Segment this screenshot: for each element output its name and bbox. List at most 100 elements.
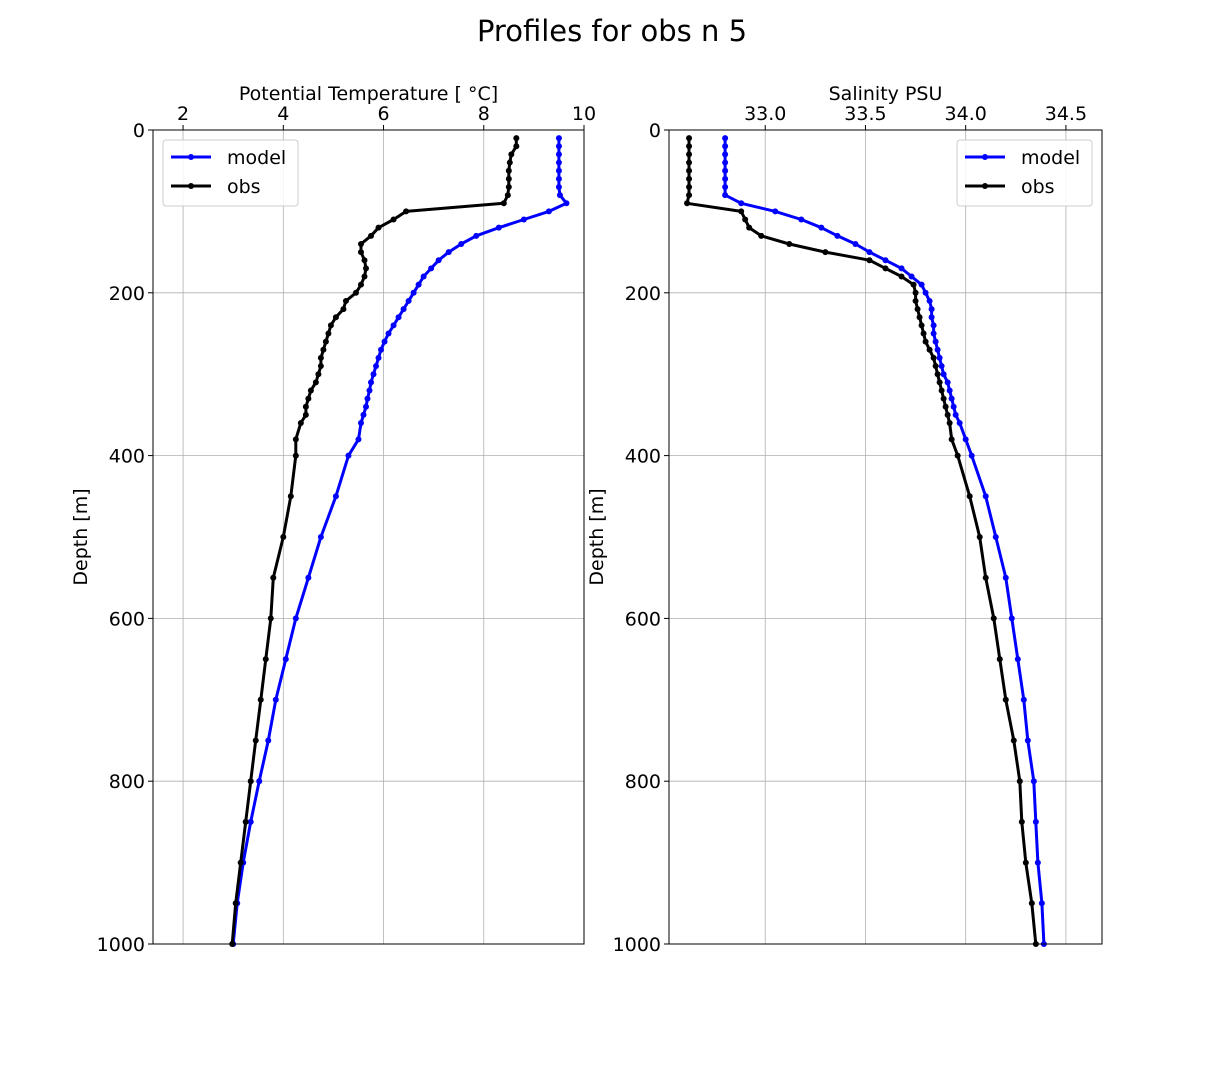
- temperature-obs-point: [262, 656, 269, 663]
- salinity-model-point: [932, 338, 939, 345]
- salinity-obs-point: [914, 306, 921, 313]
- salinity-model-point: [926, 297, 933, 304]
- temperature-xtick-label: 10: [572, 103, 596, 125]
- temperature-obs-point: [513, 135, 520, 142]
- salinity-xtick-label: 34.5: [1045, 103, 1087, 125]
- temperature-obs-point: [362, 265, 369, 272]
- temperature-obs-point: [257, 696, 264, 703]
- temperature-ytick-label: 200: [109, 283, 145, 305]
- temperature-legend-model-marker: [188, 154, 194, 160]
- salinity-model-point: [722, 135, 729, 142]
- temperature-model-point: [495, 224, 502, 231]
- temperature-model-point: [428, 265, 435, 272]
- temperature-model-point: [292, 615, 299, 622]
- temperature-obs-point: [302, 411, 309, 418]
- temperature-panel: 2 4 6 8 10 0 200 400 600 800 1000 Potential Tempera…: [70, 83, 596, 956]
- salinity-xtick-label: 33.0: [744, 103, 786, 125]
- salinity-obs-point: [946, 420, 953, 427]
- salinity-model-point: [1014, 656, 1021, 663]
- salinity-obs-point: [822, 249, 829, 256]
- salinity-obs-point: [918, 322, 925, 329]
- salinity-model-point: [1024, 737, 1031, 744]
- temperature-obs-point: [506, 159, 513, 166]
- temperature-model-point: [415, 281, 422, 288]
- temperature-model-point: [545, 208, 552, 215]
- temperature-model-point: [555, 151, 562, 158]
- temperature-model-point: [556, 192, 563, 199]
- temperature-legend-obs-marker: [188, 183, 194, 189]
- salinity-ytick-label: 400: [625, 446, 661, 468]
- salinity-model-point: [722, 192, 729, 199]
- salinity-model-point: [938, 363, 945, 370]
- salinity-model-point: [930, 330, 937, 337]
- temperature-obs-point: [361, 273, 368, 280]
- salinity-obs-point: [898, 273, 905, 280]
- salinity-obs-point: [686, 175, 693, 182]
- salinity-model-point: [1038, 900, 1045, 907]
- temperature-model-point: [563, 200, 570, 207]
- salinity-model-point: [948, 395, 955, 402]
- temperature-xtick-label: 8: [478, 103, 490, 125]
- temperature-obs-point: [307, 387, 314, 394]
- temperature-model-point: [355, 436, 362, 443]
- temperature-obs-point: [297, 420, 304, 427]
- temperature-model-point: [317, 534, 324, 540]
- salinity-model-point: [934, 346, 941, 353]
- salinity-obs-point: [912, 297, 919, 304]
- temperature-yaxis-label: Depth [m]: [70, 488, 92, 585]
- salinity-obs-point: [684, 200, 691, 207]
- temperature-ytick-label: 1000: [97, 934, 145, 956]
- salinity-xtick-label: 33.5: [844, 103, 886, 125]
- temperature-xaxis-label: Potential Temperature [ °C]: [239, 83, 498, 105]
- salinity-obs-point: [882, 265, 889, 272]
- salinity-model-point: [956, 420, 963, 427]
- temperature-model-point: [381, 338, 388, 345]
- temperature-obs-point: [403, 208, 410, 215]
- temperature-obs-point: [292, 452, 299, 459]
- temperature-model-point: [265, 737, 272, 744]
- salinity-obs-point: [996, 656, 1003, 663]
- temperature-xtick-label: 2: [177, 103, 189, 125]
- salinity-xaxis-label: Salinity PSU: [829, 83, 943, 105]
- salinity-model-point: [930, 322, 937, 329]
- salinity-obs-point: [982, 574, 989, 581]
- temperature-legend-model-label: model: [227, 147, 286, 169]
- salinity-obs-point: [942, 403, 949, 410]
- temperature-model-point: [435, 257, 442, 264]
- temperature-model-point: [305, 574, 312, 581]
- temperature-obs-point: [332, 314, 339, 321]
- salinity-model-point: [1002, 574, 1009, 581]
- salinity-model-point: [722, 175, 729, 182]
- temperature-model-point: [362, 403, 369, 410]
- temperature-model-point: [555, 135, 562, 142]
- temperature-model-point: [445, 249, 452, 256]
- salinity-obs-point: [686, 167, 693, 174]
- temperature-obs-point: [375, 224, 382, 231]
- salinity-model-point: [722, 143, 729, 150]
- temperature-model-point: [368, 379, 375, 386]
- salinity-model-point: [722, 159, 729, 166]
- salinity-obs-point: [1022, 859, 1029, 866]
- salinity-obs-point: [1002, 696, 1009, 703]
- figure-title: Profiles for obs n 5: [476, 14, 748, 48]
- temperature-axes-frame: [152, 129, 585, 945]
- salinity-obs-point: [990, 615, 997, 622]
- salinity-obs-point: [948, 436, 955, 443]
- salinity-model-point: [936, 354, 943, 361]
- temperature-model-point: [247, 818, 254, 825]
- temperature-model-point: [410, 289, 417, 296]
- salinity-obs-point: [1010, 737, 1017, 744]
- temperature-obs-point: [232, 900, 239, 907]
- salinity-model-point: [928, 306, 935, 313]
- salinity-obs-point: [930, 354, 937, 361]
- salinity-obs-point: [936, 379, 943, 386]
- salinity-obs-point: [686, 135, 693, 142]
- salinity-model-point: [898, 265, 905, 272]
- salinity-model-point: [882, 257, 889, 264]
- temperature-ytick-label: 600: [109, 608, 145, 630]
- temperature-obs-point: [508, 151, 515, 158]
- temperature-obs-point: [327, 322, 334, 329]
- temperature-model-point: [420, 273, 427, 280]
- temperature-xtick-label: 4: [277, 103, 289, 125]
- salinity-ytick-label: 800: [625, 771, 661, 793]
